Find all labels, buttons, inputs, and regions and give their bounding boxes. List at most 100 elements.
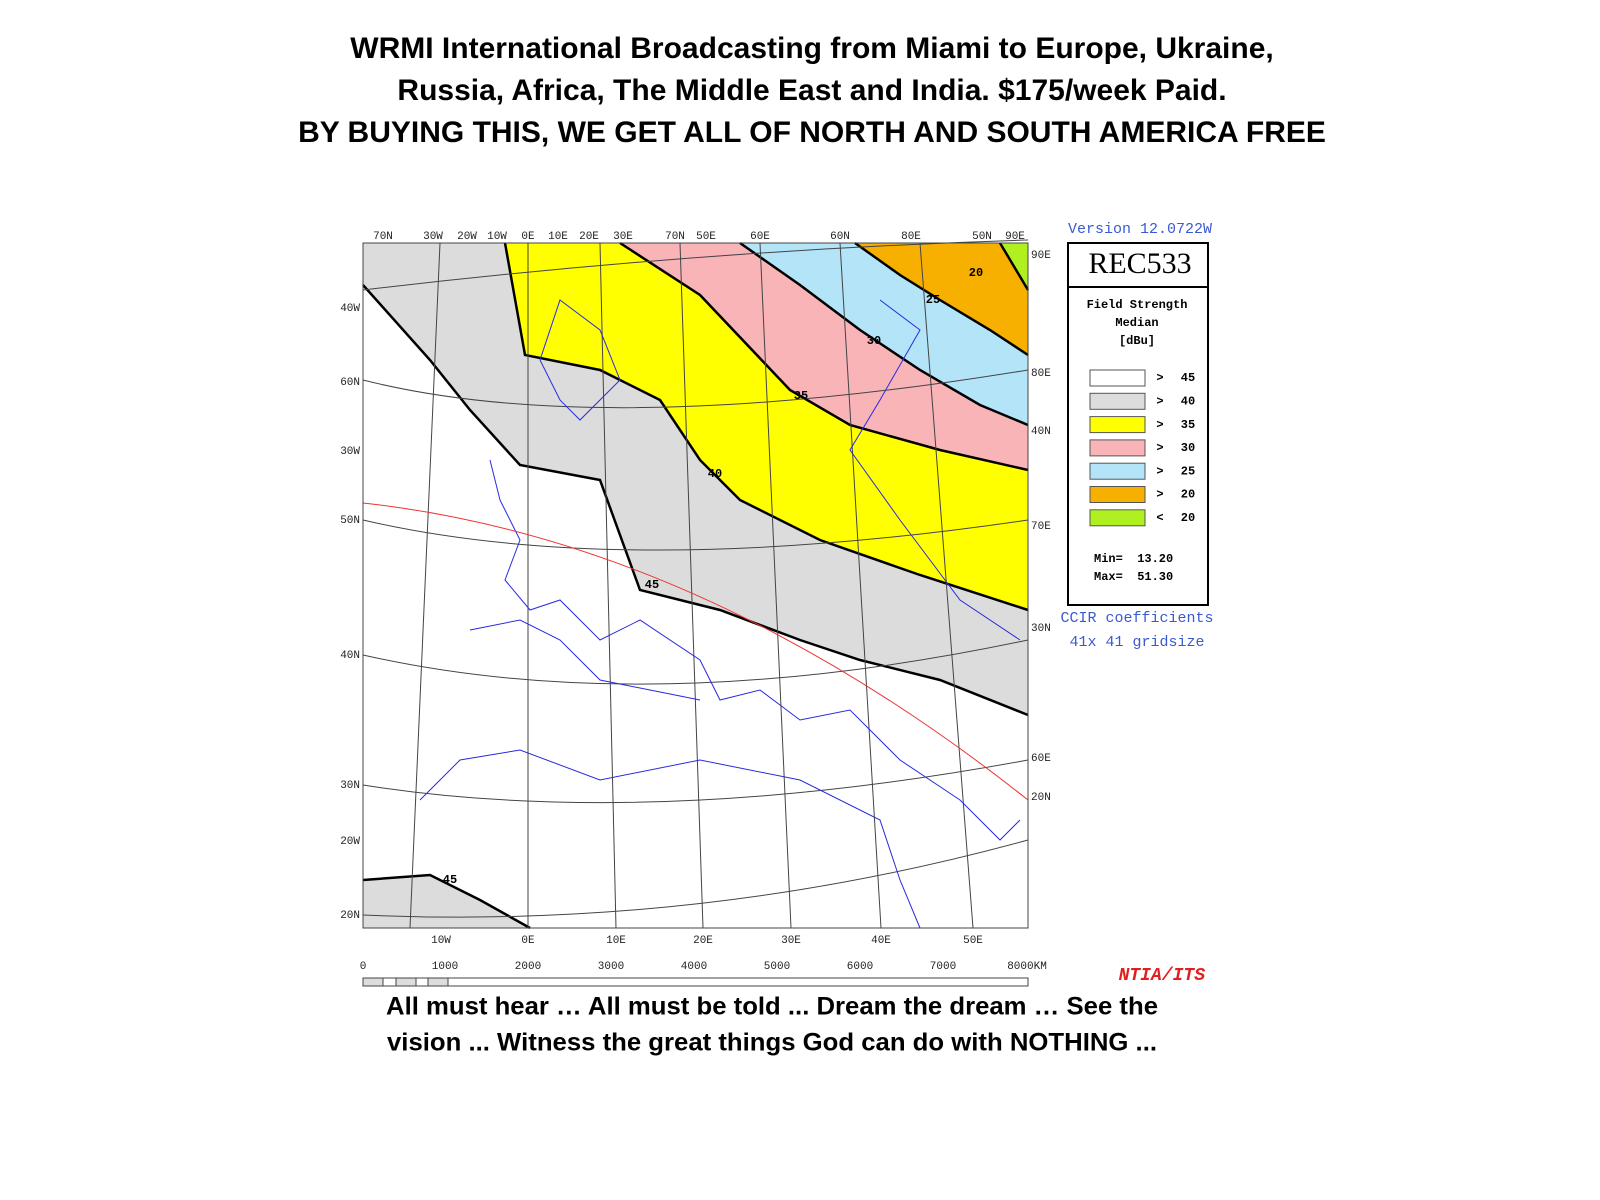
band: [855, 243, 1028, 355]
legend-title: Median: [1115, 316, 1158, 330]
contour: [998, 242, 1030, 291]
legend-note: CCIR coefficients: [1060, 610, 1213, 627]
map-frame: [362, 242, 1029, 929]
title-line: WRMI International Broadcasting from Mia…: [350, 32, 1273, 65]
top-label: 80E: [901, 231, 921, 243]
field-strength-bands: [362, 241, 1030, 930]
legend-sign: <: [1156, 511, 1163, 525]
legend-swatch: [1089, 462, 1146, 480]
contour-label: 35: [794, 389, 808, 403]
scale-label: 1000: [432, 961, 458, 973]
top-label: 10E: [548, 231, 568, 243]
legend-value: 20: [1181, 511, 1195, 525]
top-label: 70N: [373, 231, 393, 243]
left-label: 40W: [340, 303, 360, 315]
legend-max: Max= 51.30: [1094, 570, 1173, 584]
legend-value: 35: [1181, 418, 1195, 432]
legend-sign: >: [1156, 488, 1163, 502]
top-label: 30E: [613, 231, 633, 243]
legend-sign: >: [1156, 394, 1163, 408]
legend-swatch: [1089, 369, 1146, 387]
legend-value: 25: [1181, 464, 1195, 478]
legend-value: 40: [1181, 394, 1195, 408]
bottom-label: 10E: [606, 935, 626, 947]
top-label: 0E: [521, 231, 535, 243]
band: [363, 875, 530, 928]
title-line: BY BUYING THIS, WE GET ALL OF NORTH AND …: [298, 116, 1326, 149]
left-label: 40N: [340, 650, 360, 662]
legend-swatch: [1089, 509, 1146, 527]
contour-label: 45: [645, 578, 659, 592]
contour: [362, 284, 1029, 717]
scale-label: 2000: [515, 961, 541, 973]
contour: [503, 242, 1029, 612]
scale-label: 8000KM: [1007, 961, 1047, 973]
left-label: 50N: [340, 515, 360, 527]
legend-value: 20: [1181, 488, 1195, 502]
contour-label: 25: [926, 293, 940, 307]
legend-note: 41x 41 gridsize: [1069, 634, 1204, 651]
title-line: Russia, Africa, The Middle East and Indi…: [397, 74, 1226, 107]
path-line: [362, 502, 1029, 801]
footer-line: All must hear … All must be told ... Dre…: [386, 993, 1158, 1021]
coastlines: [419, 299, 1021, 929]
bottom-label: 0E: [521, 935, 535, 947]
left-label: 20N: [340, 910, 360, 922]
credit: NTIA/ITS: [1119, 966, 1206, 986]
scale-label: 3000: [598, 961, 624, 973]
distance-scale: [362, 977, 1029, 987]
right-label: 80E: [1031, 368, 1051, 380]
footer-line: vision ... Witness the great things God …: [387, 1029, 1157, 1057]
right-label: 60E: [1031, 753, 1051, 765]
legend-sign: >: [1156, 464, 1163, 478]
scale-label: 7000: [930, 961, 956, 973]
legend-title: [dBu]: [1119, 334, 1155, 348]
legend-value: 45: [1181, 371, 1195, 385]
legend-swatch: [1089, 416, 1146, 434]
left-label: 20W: [340, 836, 360, 848]
scale-label: 5000: [764, 961, 790, 973]
legend-swatch: [1089, 486, 1146, 503]
legend-sign: >: [1156, 371, 1163, 385]
legend-title: Field Strength: [1087, 298, 1188, 312]
top-label: 10W: [487, 231, 507, 243]
bottom-label: 10W: [431, 935, 451, 947]
bottom-label: 20E: [693, 935, 713, 947]
contour-label: 40: [708, 467, 722, 481]
contour: [739, 241, 1029, 427]
scale-label: 4000: [681, 961, 707, 973]
scale-label: 0: [360, 961, 367, 973]
top-label: 70N: [665, 231, 685, 243]
bottom-label: 30E: [781, 935, 801, 947]
top-label: 20E: [579, 231, 599, 243]
top-label: 90E: [1005, 231, 1025, 243]
legend-sign: >: [1156, 441, 1163, 455]
legend-min: Min= 13.20: [1094, 552, 1173, 566]
right-label: 20N: [1031, 792, 1051, 804]
contour-label: 20: [969, 266, 983, 280]
bottom-label: 50E: [963, 935, 983, 947]
legend-swatch: [1089, 439, 1146, 457]
legend-swatch: [1089, 392, 1146, 410]
right-label: 30N: [1031, 623, 1051, 635]
top-label: 20W: [457, 231, 477, 243]
contour: [619, 241, 1029, 472]
right-label: 40N: [1031, 426, 1051, 438]
contour: [854, 241, 1029, 357]
contour-label: 45: [443, 873, 457, 887]
top-label: 50N: [972, 231, 992, 243]
left-label: 60N: [340, 377, 360, 389]
contour-label: 30: [867, 334, 881, 348]
scale-label: 6000: [847, 961, 873, 973]
bottom-label: 40E: [871, 935, 891, 947]
left-label: 30N: [340, 780, 360, 792]
right-label: 70E: [1031, 521, 1051, 533]
model: REC533: [1088, 247, 1191, 280]
left-label: 30W: [340, 446, 360, 458]
right-label: 90E: [1031, 250, 1051, 262]
contour: [362, 873, 531, 930]
version: Version 12.0722W: [1068, 221, 1212, 238]
top-label: 30W: [423, 231, 443, 243]
legend-sign: >: [1156, 418, 1163, 432]
